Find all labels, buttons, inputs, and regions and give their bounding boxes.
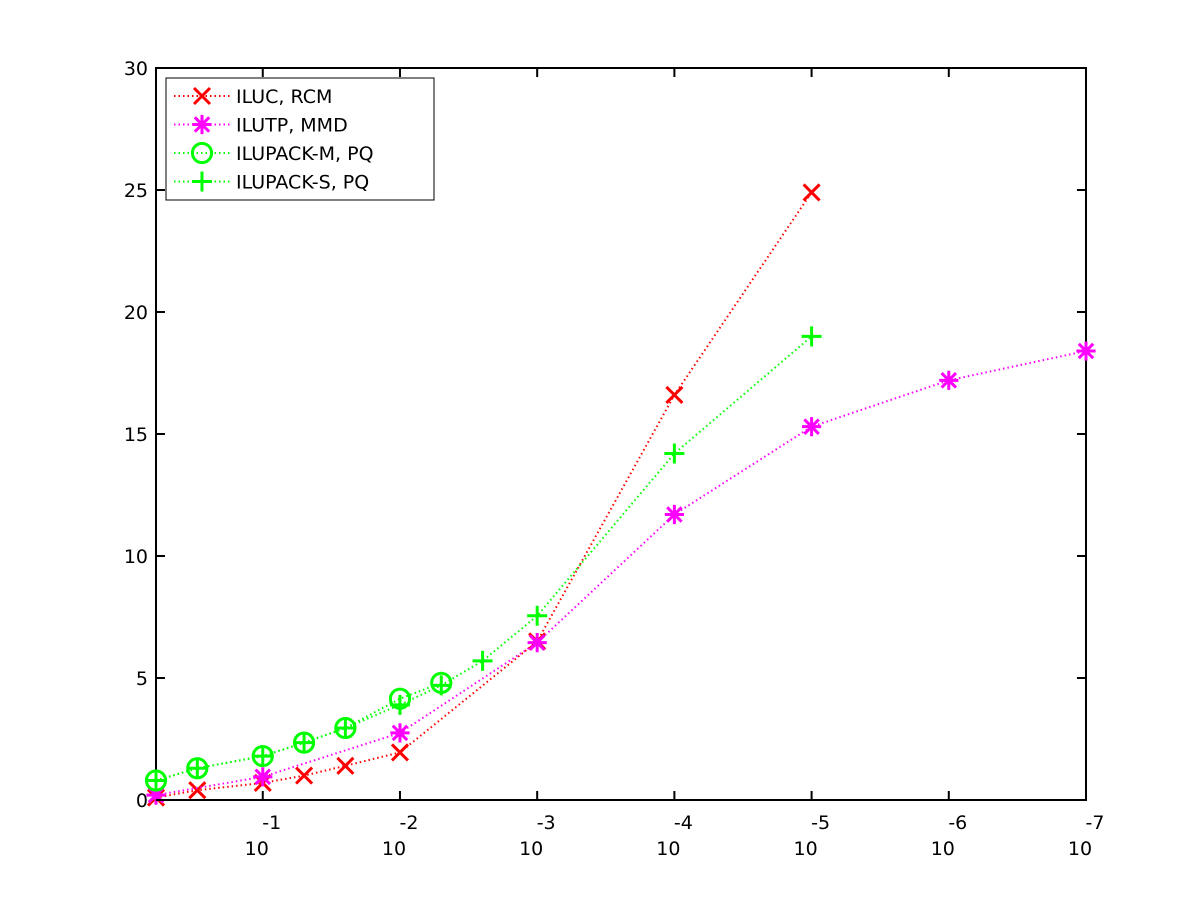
asterisk-marker [146,785,166,805]
x-tick-exponent: -3 [537,812,556,834]
plus-marker [294,732,315,753]
legend-item-1: ILUC, RCM [174,86,332,108]
plus-marker [801,326,822,347]
axis-layer: 0 5 10 15 20 25 30 -1 10 -2 10 -3 10 -4 10 -5 10 -6 10 -7 10 [124,58,1105,860]
legend-box [165,77,435,201]
x-tick-base: 10 [793,838,817,860]
series-line [155,350,1087,797]
x-marker [665,385,684,405]
plus-marker [335,718,356,739]
legend: ILUC, RCM ILUTP, MMD ILUPACK-M, PQ ILUPACK-… [165,77,435,201]
plus-marker [472,650,493,671]
plus-marker [527,605,548,626]
plus-marker [187,758,208,779]
plus-marker [664,443,685,464]
series-line [155,335,813,782]
x-tick-exponent: -7 [1086,812,1105,834]
asterisk-marker [527,633,547,653]
x-tick-base: 10 [1068,838,1092,860]
asterisk-marker [664,504,684,525]
legend-label: ILUC, RCM [236,86,332,108]
x-marker [188,781,207,800]
legend-item-3: ILUPACK-M, PQ [174,141,374,165]
plus-marker [431,675,452,696]
y-tick-label: 0 [136,790,148,812]
y-tick-label: 30 [124,58,148,80]
asterisk-marker [192,114,212,135]
x-marker [192,86,212,106]
y-tick-label: 20 [124,302,148,324]
series-line [155,191,813,799]
plus-marker [389,694,410,715]
legend-label: ILUPACK-S, PQ [236,172,369,194]
series-4 [146,326,822,791]
x-tick-base: 10 [656,838,680,860]
series-2 [146,341,1096,805]
y-tick-label: 25 [124,180,148,202]
x-tick-exponent: -1 [262,812,281,834]
y-tick-label: 5 [136,668,148,690]
legend-label: ILUPACK-M, PQ [236,143,374,165]
series-layer [144,183,1096,807]
x-tick-exponent: -5 [811,812,830,834]
asterisk-marker [801,417,822,437]
plus-marker [146,770,166,791]
legend-item-4: ILUPACK-S, PQ [174,171,369,194]
plus-marker [192,171,212,192]
asterisk-marker [939,370,959,390]
x-marker [390,743,410,762]
plus-marker [252,746,273,767]
legend-label: ILUTP, MMD [236,115,348,137]
x-marker [336,756,355,775]
circle-marker [190,141,214,165]
legend-item-2: ILUTP, MMD [174,115,348,137]
x-tick-exponent: -6 [948,812,967,834]
x-tick-exponent: -2 [399,812,418,834]
x-marker [802,183,821,202]
asterisk-marker [1076,341,1096,361]
asterisk-marker [390,723,410,743]
x-tick-exponent: -4 [674,812,693,834]
y-tick-label: 15 [124,424,148,446]
x-tick-base: 10 [382,838,406,860]
x-tick-base: 10 [931,838,955,860]
x-tick-base: 10 [519,838,543,860]
x-marker [295,766,314,785]
x-tick-base: 10 [245,838,269,860]
y-tick-label: 10 [124,546,148,568]
asterisk-marker [253,767,273,787]
